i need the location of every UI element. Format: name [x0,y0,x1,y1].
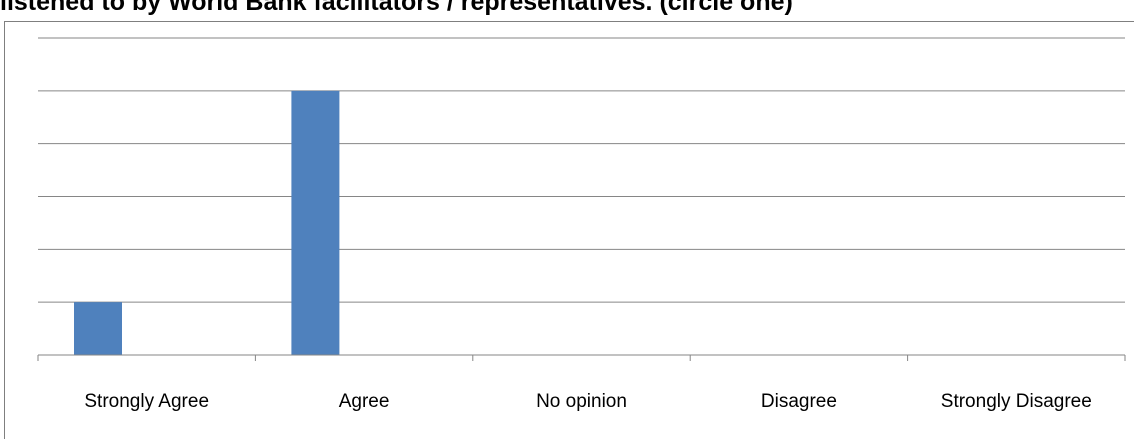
gridlines [38,37,1125,303]
chart-frame [4,21,1134,439]
category-label-strongly-agree: Strongly Agree [84,391,209,412]
category-label-strongly-disagree: Strongly Disagree [941,391,1092,412]
chart-title: listened to by World Bank facilitators /… [0,0,793,16]
category-label-agree: Agree [339,391,390,412]
x-axis [37,354,1126,361]
category-label-no-opinion: No opinion [536,391,627,412]
bar-agree [291,90,340,355]
bar-strongly-agree [74,302,122,355]
category-label-disagree: Disagree [761,391,837,412]
bars [74,90,340,355]
category-labels: Strongly Agree Agree No opinion Disagree Str… [84,391,1091,412]
